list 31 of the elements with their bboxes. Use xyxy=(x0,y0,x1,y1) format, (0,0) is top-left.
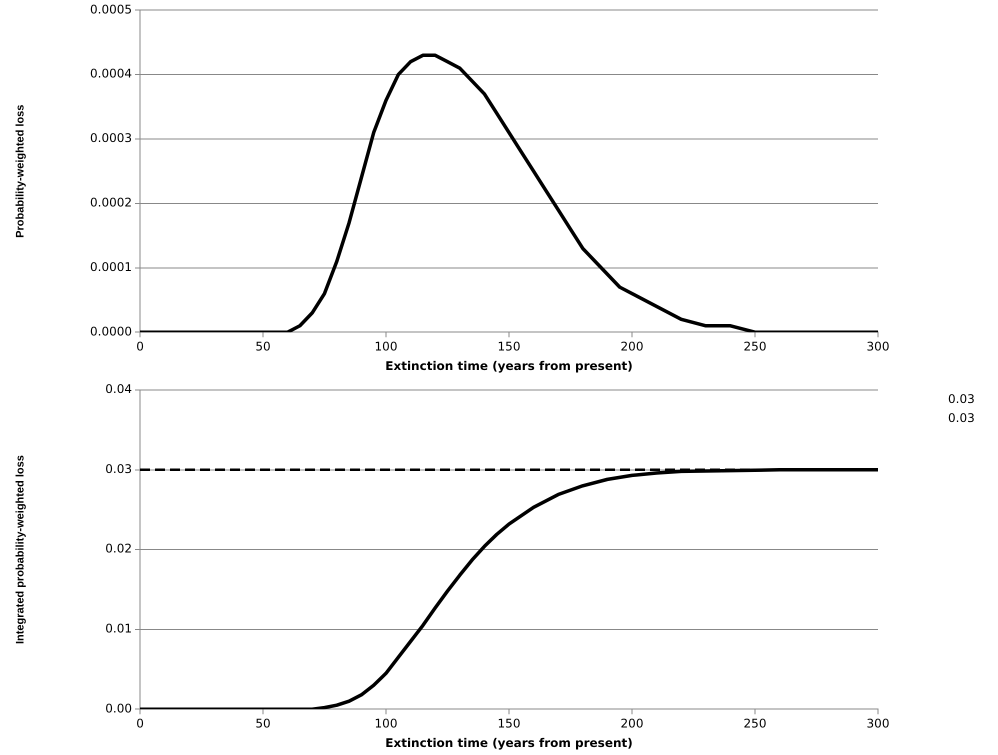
x-tick-label: 250 xyxy=(744,340,766,354)
text: 0.03 xyxy=(948,392,975,406)
y-axis-title: Integrated probability-weighted loss xyxy=(14,455,27,644)
x-tick-label: 150 xyxy=(498,340,520,354)
x-tick-label: 100 xyxy=(374,716,398,731)
x-axis-title: Extinction time (years from present) xyxy=(385,736,633,750)
x-tick-label: 50 xyxy=(255,716,271,731)
y-tick-label: 0.01 xyxy=(105,622,132,636)
x-tick-label: 150 xyxy=(498,716,520,731)
x-tick-label: 200 xyxy=(620,340,644,354)
x-tick-label: 0 xyxy=(136,340,144,354)
x-tick-label: 300 xyxy=(866,340,890,354)
y-tick-label: 0.0002 xyxy=(90,196,132,210)
y-tick-label: 0.02 xyxy=(105,542,132,556)
x-tick-label: 250 xyxy=(744,716,766,731)
y-tick-label: 0.0005 xyxy=(90,2,132,16)
y-tick-label: 0.03 xyxy=(105,462,132,476)
x-tick-label: 100 xyxy=(374,340,398,354)
y-tick-label: 0.0003 xyxy=(90,131,132,146)
y-tick-label: 0.0001 xyxy=(90,260,132,274)
y-tick-label: 0.0000 xyxy=(90,324,132,338)
text: 0.03 xyxy=(948,411,975,425)
x-tick-label: 300 xyxy=(866,716,890,731)
x-axis-title: Extinction time (years from present) xyxy=(385,358,633,373)
x-tick-label: 50 xyxy=(255,340,271,354)
y-tick-label: 0.0004 xyxy=(90,66,132,81)
y-axis-title: Probability-weighted loss xyxy=(14,104,27,238)
y-tick-label: 0.04 xyxy=(105,382,132,396)
x-tick-label: 200 xyxy=(620,716,644,731)
y-tick-label: 0.00 xyxy=(105,701,132,716)
x-tick-label: 0 xyxy=(136,716,144,731)
